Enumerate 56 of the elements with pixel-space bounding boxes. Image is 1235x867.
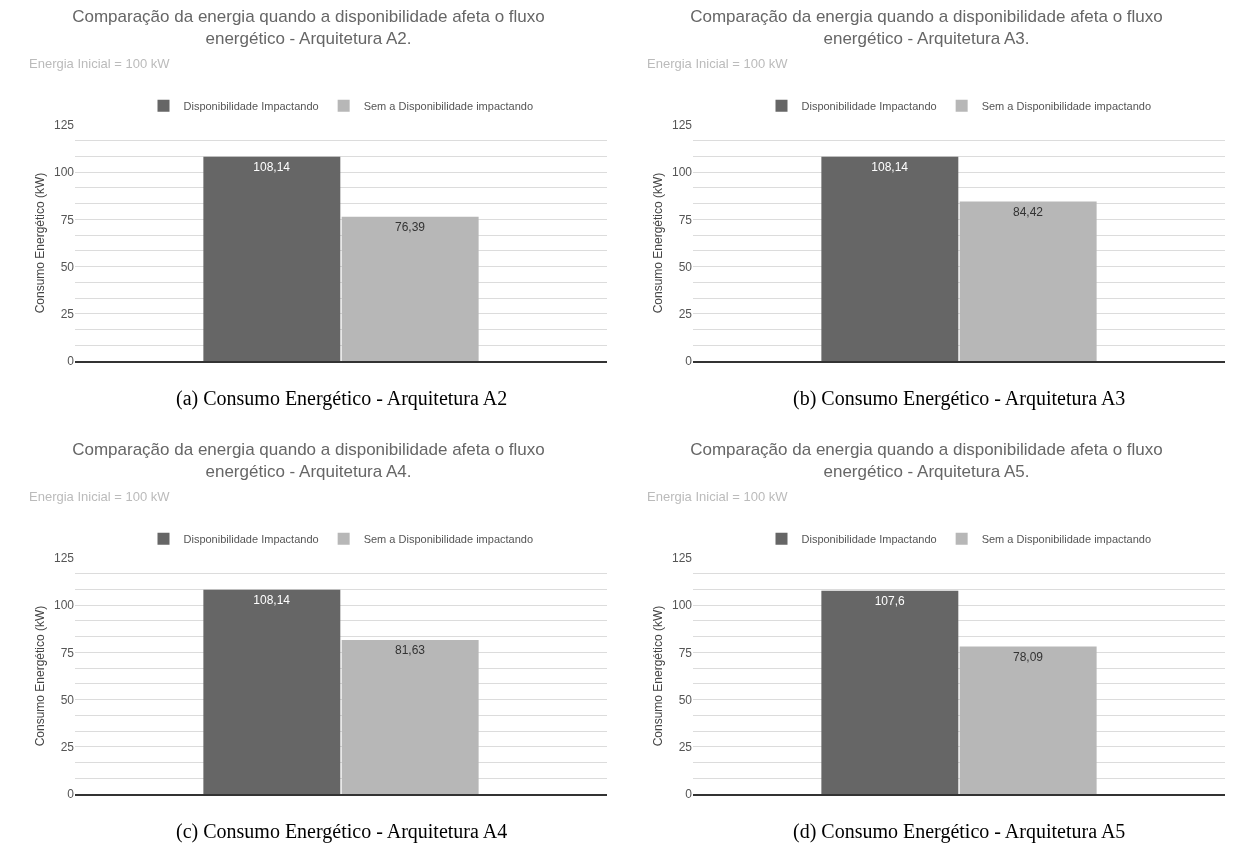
y-tick-label: 125 <box>53 551 75 566</box>
data-label: 108,14 <box>253 592 291 607</box>
chart-subtitle: Energia Inicial = 100 kW <box>29 489 171 504</box>
y-tick-label: 100 <box>671 165 693 180</box>
chart-title: Comparação da energia quando a disponibilidade afeta o fluxo energético - Arquitetura A3. <box>690 6 1163 48</box>
legend-label: Disponibilidade Impactando <box>183 100 319 113</box>
y-axis-title: Consumo Energético (kW) <box>33 605 48 747</box>
legend-label: Disponibilidade Impactando <box>801 533 937 546</box>
chart-title: Comparação da energia quando a disponibilidade afeta o fluxo energético - Arquitetura A4. <box>72 439 545 481</box>
data-label: 84,42 <box>1012 204 1044 219</box>
text: (d) Consumo Energético - Arquitetura A5 <box>793 820 1126 843</box>
y-tick-label: 100 <box>53 165 75 180</box>
y-tick-label: 25 <box>60 740 75 754</box>
legend-label: Disponibilidade Impactando <box>183 533 319 546</box>
y-tick-label: 25 <box>60 307 75 321</box>
y-tick-label: 50 <box>678 692 693 707</box>
data-label: 108,14 <box>253 159 291 174</box>
y-tick-label: 0 <box>685 787 693 802</box>
y-axis-title: Consumo Energético (kW) <box>651 605 666 747</box>
y-tick-label: 75 <box>60 645 75 660</box>
y-tick-label: 125 <box>671 118 693 133</box>
y-tick-label: 25 <box>678 740 693 754</box>
data-label: 107,6 <box>874 593 906 608</box>
y-tick-label: 0 <box>67 787 75 802</box>
legend-label: Sem a Disponibilidade impactando <box>363 100 534 113</box>
legend-label: Sem a Disponibilidade impactando <box>981 533 1152 546</box>
y-axis-title: Consumo Energético (kW) <box>33 172 48 314</box>
y-tick-label: 25 <box>678 307 693 321</box>
y-tick-label: 50 <box>678 259 693 274</box>
y-tick-label: 75 <box>60 212 75 227</box>
data-label: 76,39 <box>394 219 426 234</box>
y-tick-label: 75 <box>678 645 693 660</box>
y-tick-label: 75 <box>678 212 693 227</box>
legend-label: Sem a Disponibilidade impactando <box>981 100 1152 113</box>
chart-title: Comparação da energia quando a disponibilidade afeta o fluxo energético - Arquitetura A2. <box>72 6 545 48</box>
y-tick-label: 125 <box>671 551 693 566</box>
text: (c) Consumo Energético - Arquitetura A4 <box>176 820 508 843</box>
y-axis-title: Consumo Energético (kW) <box>651 172 666 314</box>
chart-subtitle: Energia Inicial = 100 kW <box>29 56 171 71</box>
legend-label: Disponibilidade Impactando <box>801 100 937 113</box>
y-tick-label: 100 <box>53 598 75 613</box>
chart-subtitle: Energia Inicial = 100 kW <box>647 56 789 71</box>
data-label: 78,09 <box>1012 649 1044 664</box>
y-tick-label: 100 <box>671 598 693 613</box>
y-tick-label: 0 <box>685 354 693 369</box>
data-label: 81,63 <box>394 642 426 657</box>
y-tick-label: 50 <box>60 692 75 707</box>
chart-subtitle: Energia Inicial = 100 kW <box>647 489 789 504</box>
y-tick-label: 125 <box>53 118 75 133</box>
text: (b) Consumo Energético - Arquitetura A3 <box>793 387 1126 410</box>
data-label: 108,14 <box>871 159 909 174</box>
chart-title: Comparação da energia quando a disponibilidade afeta o fluxo energético - Arquitetura A5. <box>690 439 1163 481</box>
legend-label: Sem a Disponibilidade impactando <box>363 533 534 546</box>
text: (a) Consumo Energético - Arquitetura A2 <box>176 387 508 410</box>
y-tick-label: 50 <box>60 259 75 274</box>
y-tick-label: 0 <box>67 354 75 369</box>
